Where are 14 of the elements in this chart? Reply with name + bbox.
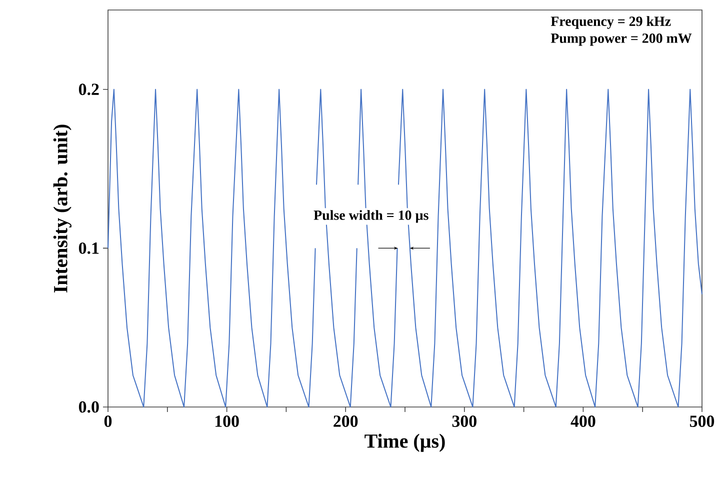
x-tick-label: 100 [215,416,239,427]
x-axis-title: Time (µs) [364,434,445,452]
annotation: Frequency = 29 kHz [550,16,671,29]
y-tick-label: 0.0 [78,401,99,413]
x-tick-label: 200 [334,416,358,427]
annotation: Pump power = 200 mW [550,34,692,46]
y-tick-label: 0.1 [78,242,99,254]
x-tick-label: 300 [452,416,476,427]
x-tick-label: 0 [104,416,112,427]
annotation: Pulse width = 10 µs [314,210,428,223]
x-tick-label: 500 [690,416,714,427]
x-tick-label: 400 [570,416,596,427]
y-axis-title: Intensity (arb. unit) [53,124,72,293]
y-tick-label: 0.2 [78,84,99,96]
